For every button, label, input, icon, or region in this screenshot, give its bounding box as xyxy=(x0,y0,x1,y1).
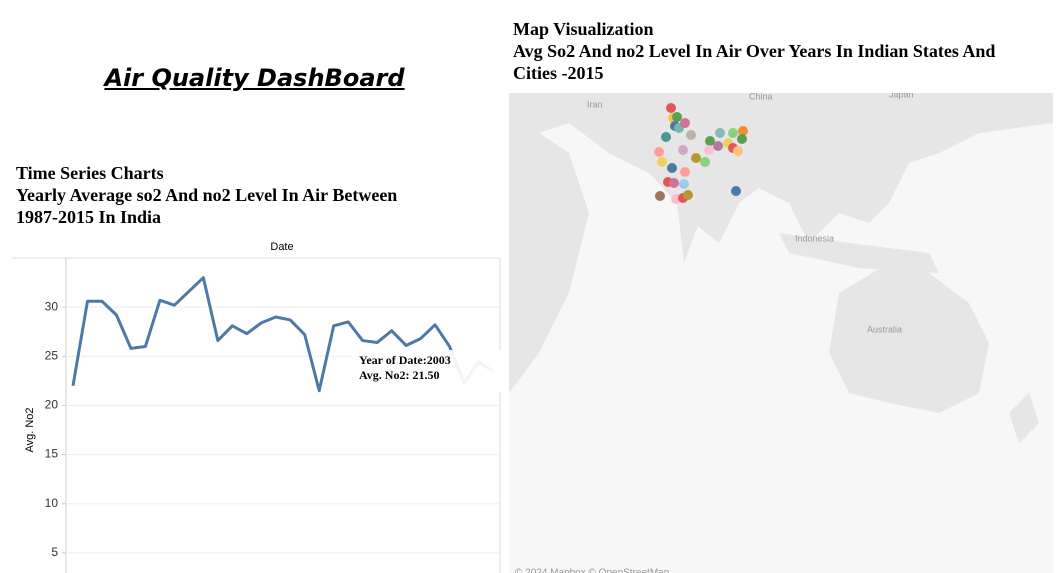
city-marker xyxy=(700,157,710,167)
land xyxy=(509,93,1053,243)
land xyxy=(829,263,989,413)
city-marker xyxy=(661,132,671,142)
line-chart: Date Avg. No2 5 10 15 20 25 30 xyxy=(12,241,501,573)
y-tick-label: 25 xyxy=(45,348,59,362)
land xyxy=(1009,393,1039,443)
city-marker xyxy=(733,146,743,156)
map-label: Japan xyxy=(889,93,914,99)
city-markers xyxy=(654,103,748,204)
dashboard-title: Air Quality DashBoard xyxy=(104,64,405,92)
city-marker xyxy=(737,134,747,144)
city-marker xyxy=(738,126,748,136)
city-marker xyxy=(680,167,690,177)
map-heading: Avg So2 And no2 Level In Air Over Years … xyxy=(513,41,996,61)
map-label: China xyxy=(749,93,773,101)
city-marker xyxy=(715,128,725,138)
y-axis-title: Avg. No2 xyxy=(24,407,36,452)
chart-heading: Yearly Average so2 And no2 Level In Air … xyxy=(16,185,398,205)
city-marker xyxy=(666,103,676,113)
city-marker xyxy=(691,153,701,163)
city-marker xyxy=(669,178,679,188)
map: Iran China Japan Indonesia Australia © 2… xyxy=(509,93,1053,573)
city-marker xyxy=(686,130,696,140)
city-marker xyxy=(678,145,688,155)
map-label: Iran xyxy=(587,99,603,109)
tooltip-line: Year of Date:2003 xyxy=(359,353,451,367)
y-tick-label: 30 xyxy=(45,299,59,313)
map-heading: Cities -2015 xyxy=(513,63,604,83)
tooltip: Year of Date:2003 Avg. No2: 21.50 xyxy=(352,350,502,392)
city-marker xyxy=(728,128,738,138)
city-marker xyxy=(672,112,682,122)
tooltip-line: Avg. No2: 21.50 xyxy=(359,368,440,382)
data-line xyxy=(71,276,494,393)
land xyxy=(649,168,724,263)
y-tick-label: 20 xyxy=(45,398,59,412)
map-credit: © 2024 Mapbox © OpenStreetMap xyxy=(515,568,670,573)
land xyxy=(509,133,589,393)
city-marker xyxy=(654,147,664,157)
city-marker xyxy=(655,191,665,201)
section-title: Time Series Charts xyxy=(16,163,164,183)
map-label: Indonesia xyxy=(795,233,834,243)
city-marker xyxy=(680,118,690,128)
y-tick-label: 5 xyxy=(51,545,58,559)
chart-heading: 1987-2015 In India xyxy=(16,207,162,227)
city-marker xyxy=(657,157,667,167)
map-label: Australia xyxy=(867,324,902,334)
land xyxy=(779,233,939,273)
city-marker xyxy=(679,179,689,189)
y-tick-label: 10 xyxy=(45,496,59,510)
y-tick-label: 15 xyxy=(45,447,59,461)
city-marker xyxy=(731,186,741,196)
city-marker xyxy=(704,145,714,155)
city-marker xyxy=(683,190,693,200)
city-marker xyxy=(713,141,723,151)
x-axis-title: Date xyxy=(270,241,293,253)
city-marker xyxy=(705,136,715,146)
city-marker xyxy=(667,163,677,173)
section-title: Map Visualization xyxy=(513,19,654,39)
